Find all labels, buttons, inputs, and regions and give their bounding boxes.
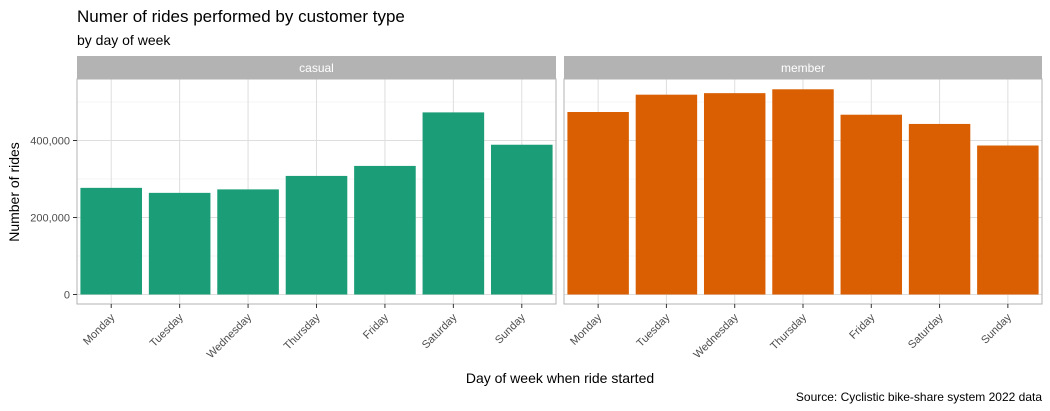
- bar-casual-friday: [354, 165, 416, 295]
- bar-member-monday: [567, 112, 629, 295]
- y-axis-title: Number of rides: [6, 142, 22, 242]
- chart-title: Numer of rides performed by customer typ…: [77, 7, 405, 26]
- bar-casual-saturday: [422, 112, 485, 295]
- y-tick-label: 400,000: [30, 136, 70, 148]
- facet-strip: [564, 56, 1042, 79]
- bar-member-thursday: [772, 89, 834, 295]
- bar-member-wednesday: [703, 93, 766, 295]
- facet-panels: casual Monday Tuesday Wednesday Thursday Frid…: [30, 56, 1043, 361]
- bar-casual-tuesday: [148, 192, 211, 295]
- y-tick-label: 0: [64, 290, 70, 302]
- bar-casual-sunday: [490, 144, 553, 295]
- x-tick-label: Monday: [81, 311, 118, 348]
- facet-strip: [77, 56, 556, 79]
- x-tick-label: Wednesday: [691, 311, 741, 361]
- x-tick-label: Thursday: [282, 311, 323, 352]
- facet-strip-label: member: [781, 61, 825, 75]
- bar-casual-wednesday: [217, 189, 279, 295]
- x-tick-label: Sunday: [979, 311, 1014, 346]
- x-tick-label: Saturday: [420, 311, 460, 351]
- bar-casual-thursday: [285, 175, 348, 295]
- bar-member-tuesday: [635, 94, 698, 295]
- bar-member-saturday: [908, 123, 971, 295]
- x-tick-label: Thursday: [768, 311, 809, 352]
- chart-caption: Source: Cyclistic bike-share system 2022…: [796, 390, 1042, 404]
- x-tick-label: Friday: [847, 311, 877, 341]
- x-tick-label: Saturday: [906, 311, 946, 351]
- x-tick-label: Sunday: [493, 311, 528, 346]
- y-tick-label: 200,000: [30, 213, 70, 225]
- x-tick-label: Tuesday: [148, 311, 186, 349]
- bar-member-sunday: [977, 145, 1039, 295]
- x-tick-label: Wednesday: [205, 311, 255, 361]
- facet-strip-label: casual: [299, 61, 334, 75]
- chart-subtitle: by day of week: [77, 32, 171, 48]
- x-tick-label: Tuesday: [635, 311, 673, 349]
- bar-member-friday: [840, 114, 903, 295]
- x-tick-label: Monday: [568, 311, 605, 348]
- x-axis-title: Day of week when ride started: [466, 370, 654, 386]
- bar-casual-monday: [80, 187, 143, 295]
- x-tick-label: Friday: [361, 311, 391, 341]
